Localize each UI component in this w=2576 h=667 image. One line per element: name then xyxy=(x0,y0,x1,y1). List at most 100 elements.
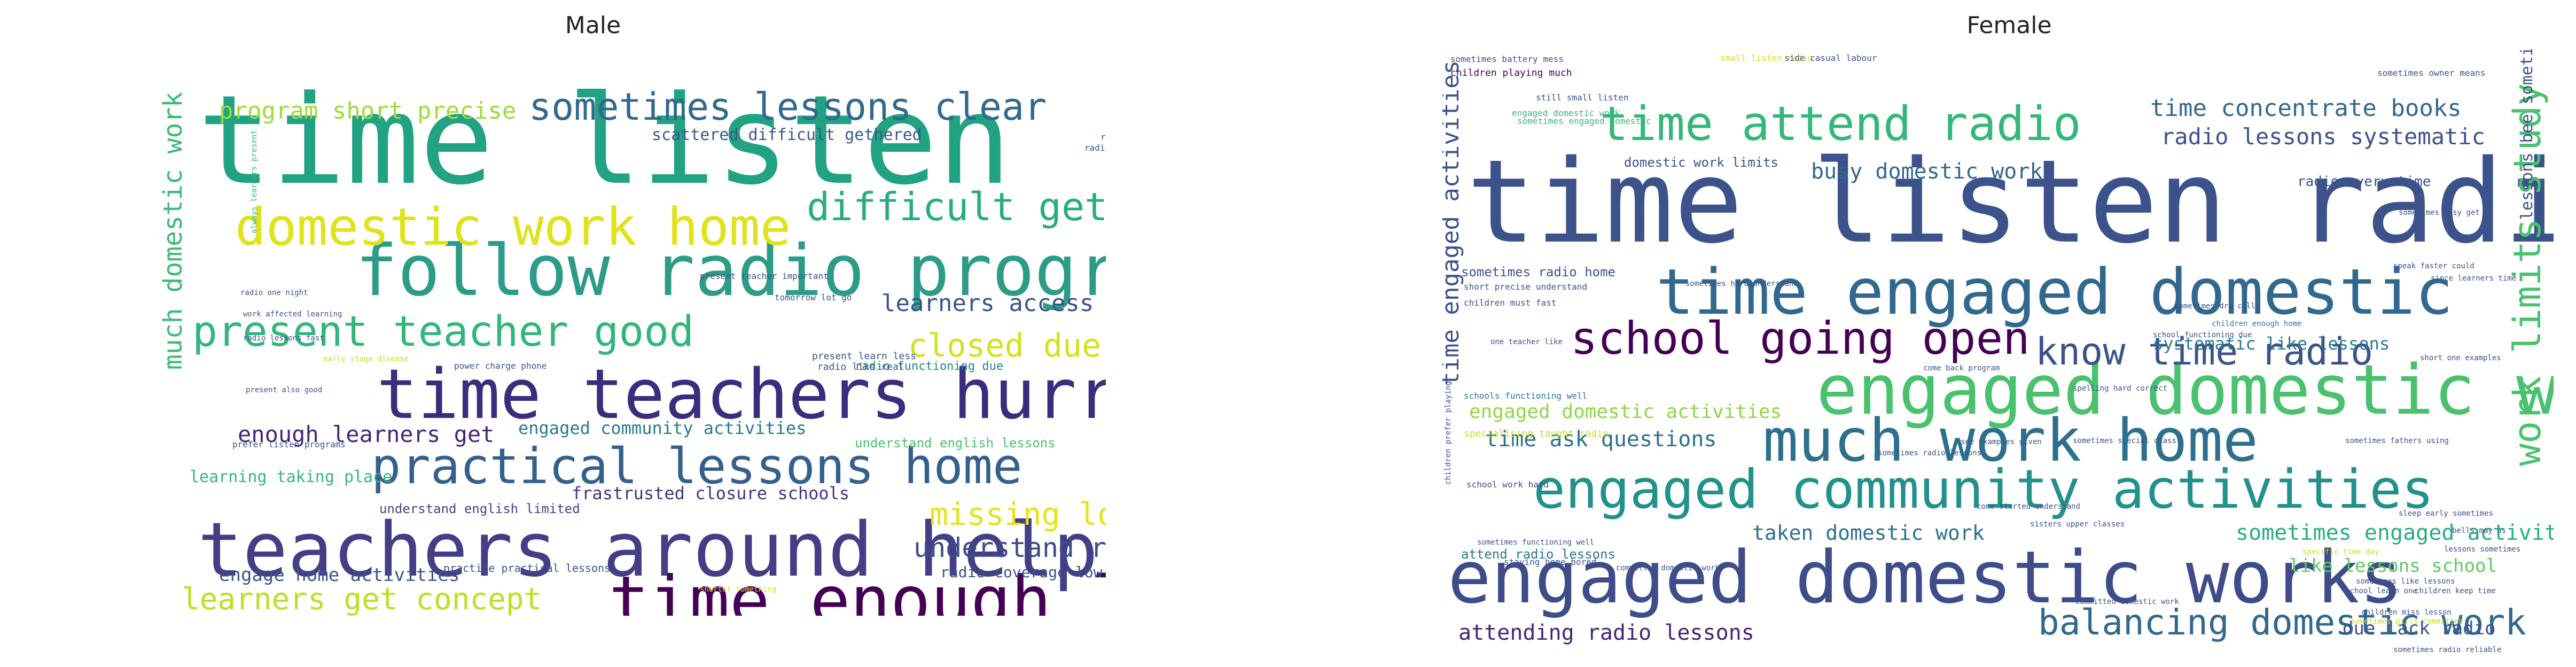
female-cloud-word: specialising taught radio xyxy=(1464,428,1609,439)
male-cloud-word: learning taking place xyxy=(190,468,392,486)
female-cloud-word: sometimes easy get xyxy=(2399,208,2480,217)
female-cloud-word: committed domestic work xyxy=(2075,598,2179,606)
female-cloud-word: sleep early sometimes xyxy=(2399,509,2493,518)
male-panel: Male time listen radio teachers around he… xyxy=(80,0,1106,667)
female-cloud-word: come started understand xyxy=(1977,502,2080,511)
male-cloud-word: present also good xyxy=(246,386,322,394)
female-cloud-word: specific time day xyxy=(2302,548,2379,556)
male-cloud-word: always learners present xyxy=(250,130,259,234)
female-cloud-word: due lack radio xyxy=(2343,618,2496,639)
male-word-cloud: time listen radioteachers around helptim… xyxy=(80,49,1106,616)
female-cloud-word: staying home bored xyxy=(1504,557,1596,567)
male-cloud-word: sometimes lessons clear xyxy=(529,85,1047,129)
male-cloud-word: understand english lessons xyxy=(855,436,1056,451)
female-cloud-word: school learn one xyxy=(2345,587,2417,595)
female-cloud-word: children miss lesson xyxy=(2361,608,2452,617)
female-cloud-word: time listen radio xyxy=(1466,135,2554,269)
male-cloud-word: difficult gethered one xyxy=(807,184,1106,229)
female-cloud-word: sisters upper classes xyxy=(2030,520,2125,529)
female-cloud-word: come back program xyxy=(1923,364,2000,373)
female-cloud-word: lessons bee sometimes xyxy=(2518,49,2536,220)
male-panel-title: Male xyxy=(565,12,621,39)
male-cloud-word: closed due covid xyxy=(908,327,1106,364)
female-cloud-word: attend radio lessons xyxy=(1461,547,1615,562)
male-cloud-word: domestic work home xyxy=(235,197,791,257)
male-cloud-word: engaged community activities xyxy=(518,418,806,438)
male-cloud-word: shorter something xyxy=(700,585,776,594)
female-cloud-word: taken domestic work xyxy=(1752,521,1985,545)
male-cloud-word: missing lot things xyxy=(930,496,1106,532)
female-cloud-word: children keep time xyxy=(2415,587,2496,595)
female-cloud-word: know time radio xyxy=(2035,330,2373,374)
female-cloud-word: see examples given xyxy=(1961,438,2042,446)
male-cloud-word: time teachers hurry xyxy=(377,355,1106,435)
female-cloud-word: time engaged domestic xyxy=(1656,255,2453,329)
female-cloud-word: committed domestic works xyxy=(1616,564,1724,572)
female-cloud-word: engaged domestic work xyxy=(1816,351,2554,430)
female-cloud-word: time engaged activities xyxy=(1442,60,1464,386)
female-cloud-word: radio every time xyxy=(2297,174,2431,190)
female-cloud-word: short precise understand xyxy=(1464,282,1587,292)
female-cloud-word: children enough home xyxy=(2212,320,2302,328)
male-cloud-word: program short precise xyxy=(219,97,516,125)
female-cloud-word: sometimes like lessons xyxy=(2356,577,2455,586)
male-cloud-word: present teacher good xyxy=(192,308,694,356)
male-cloud-word: power charge phone xyxy=(454,361,547,371)
female-cloud-word: children must fast xyxy=(1464,298,1556,308)
female-cloud-word: domestic work limits xyxy=(1624,155,1778,170)
female-cloud-word: school going open xyxy=(1571,312,2030,364)
male-cloud-word: radio low understand xyxy=(1100,132,1106,142)
male-cloud-word: practice practical lessons xyxy=(443,562,611,575)
female-cloud-word: still small listen xyxy=(1536,92,1628,103)
female-cloud-word: one teacher like xyxy=(1490,338,1563,346)
male-cloud-word: radio lessons well xyxy=(1084,143,1106,153)
male-cloud-word: learners get concept xyxy=(182,582,542,616)
male-cloud-word: prefer listen programs xyxy=(232,439,346,449)
female-cloud-word: bells may us xyxy=(2452,526,2506,535)
female-cloud-word: children prefer playing xyxy=(1444,381,1453,485)
female-cloud-word: since learners time xyxy=(2431,274,2516,283)
male-cloud-word: tomorrow lot go xyxy=(775,292,852,303)
female-cloud-word: engaged domestic works xyxy=(1448,536,2403,619)
female-cloud-word: sometimes battery mess xyxy=(1450,54,1564,64)
male-cloud-word: teachers around help xyxy=(198,507,1098,594)
female-cloud-word: school functioning due xyxy=(2153,331,2252,339)
female-cloud-word: sometimes functioning well xyxy=(1477,538,1594,547)
male-cloud-word: radio coverage low xyxy=(940,563,1103,581)
female-cloud-word: like lessons school xyxy=(2289,555,2497,577)
female-cloud-word: small listen radio xyxy=(1720,53,1813,63)
male-cloud-word: time listen radio xyxy=(198,69,1106,212)
male-cloud-word: present teacher important xyxy=(700,271,829,281)
female-cloud-word: time attend radio xyxy=(1600,96,2081,151)
female-cloud-word: engaged domestic work xyxy=(1512,108,1620,118)
male-cloud-word: radio like real xyxy=(817,361,904,373)
male-cloud-word: learners access radio xyxy=(881,290,1106,317)
female-cloud-word: systematic like lessons xyxy=(2153,334,2390,354)
female-cloud-word: sometimes hard understand xyxy=(1685,280,1798,288)
female-panel-title: Female xyxy=(1966,12,2052,39)
female-cloud-word: time concentrate books xyxy=(2150,95,2462,122)
female-cloud-word: sometimes engaged domestic xyxy=(1517,116,1651,126)
male-cloud-word: understand english limited xyxy=(379,501,580,516)
female-cloud-word: school work hard xyxy=(1466,479,1549,490)
male-cloud-word: time enough learners xyxy=(609,562,1106,616)
female-cloud-word: short one examples xyxy=(2420,354,2501,362)
male-cloud-word: radio lessons fast xyxy=(243,334,324,343)
male-cloud-word: much domestic work xyxy=(158,92,188,370)
male-cloud-word: scattered difficult gethered xyxy=(652,126,922,144)
male-cloud-word: understand radio lessons xyxy=(914,532,1106,563)
male-cloud-word: enough learners get xyxy=(238,421,494,447)
female-cloud-word: children playing much xyxy=(1450,67,1572,79)
female-cloud-word: much work home xyxy=(1763,406,2258,475)
female-cloud-word: sometimes special class xyxy=(2073,437,2176,445)
female-cloud-word: work limits study xyxy=(2505,83,2549,466)
male-cloud-word: radio functioning due xyxy=(855,360,1003,373)
female-cloud-word: engaged community activities xyxy=(1533,458,2434,521)
female-cloud-word: sometimes radio reliable xyxy=(2393,646,2501,653)
male-cloud-word: work affected learning xyxy=(243,310,342,319)
female-cloud-word: sometimes girls committed xyxy=(2351,617,2463,626)
female-cloud-word: radio lessons systematic xyxy=(2161,123,2485,150)
male-word-cloud-canvas: time listen radioteachers around helptim… xyxy=(158,69,1106,616)
male-cloud-word: follow radio program xyxy=(355,230,1106,312)
